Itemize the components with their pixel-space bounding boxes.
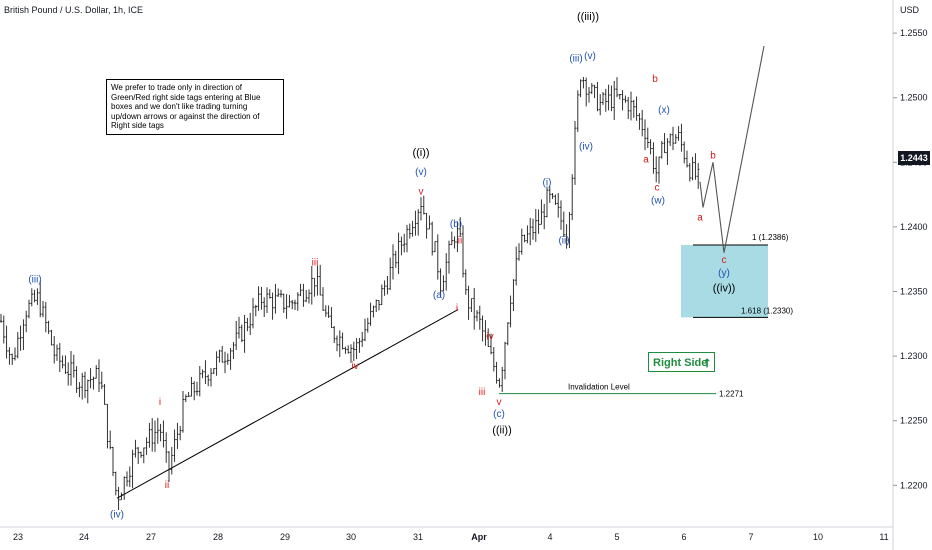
currency-label: USD [900,5,920,15]
invalidation-value: 1.2271 [719,390,744,399]
x-tick-label: 30 [346,532,356,542]
wave-label: (v) [415,167,427,178]
wave-label: (v) [584,51,596,62]
wave-label: i [159,397,161,408]
wave-label: i [456,303,458,314]
wave-label: (a) [433,290,445,301]
right-side-label: Right Side [653,357,708,369]
wave-label: b [710,150,716,161]
wave-label: (w) [651,196,665,207]
blue-target-box [681,244,768,318]
projection-path [699,45,765,253]
wave-label: iii [479,387,486,398]
wave-label: ii [458,236,462,247]
invalidation-label: Invalidation Level [568,383,630,392]
x-tick-label: 24 [79,532,89,542]
trading-note: We prefer to trade only in direction of … [106,79,284,135]
wave-label: c [655,183,660,194]
wave-label: (b) [450,219,462,230]
wave-label: (ii) [558,236,569,247]
wave-label: ((ii)) [492,425,512,437]
wave-label: a [697,212,703,223]
wave-label: (iii) [569,54,582,65]
wave-label: (iv) [110,510,124,521]
x-tick-label: 6 [681,532,686,542]
wave-label: (iv) [579,141,593,152]
y-tick-label: 1.2500 [900,93,928,103]
x-tick-label: 4 [547,532,552,542]
x-tick-label: 23 [13,532,23,542]
y-tick-label: 1.2550 [900,28,928,38]
wave-label: (x) [658,105,670,116]
x-tick-label: 29 [280,532,290,542]
x-tick-label: Apr [471,532,487,542]
wave-label: iii [312,258,319,269]
wave-label: (iii) [28,274,41,285]
wave-label: c [722,255,727,266]
x-tick-label: 11 [879,532,888,542]
fib-1-label: 1 (1.2386) [752,233,789,242]
wave-label: b [652,74,658,85]
x-tick-label: 5 [614,532,619,542]
x-tick-label: 31 [413,532,423,542]
x-tick-label: 10 [813,532,823,542]
wave-label: a [643,154,649,165]
trend-line [116,309,459,499]
wave-label: v [497,397,502,408]
wave-label: iv [351,361,358,372]
wave-label: (y) [718,268,730,279]
x-tick-label: 27 [146,532,156,542]
y-tick-label: 1.2350 [900,287,928,297]
fib-1618-label: 1.618 (1.2330) [741,306,793,315]
x-tick-label: 28 [213,532,223,542]
wave-label: ((iii)) [577,11,599,23]
current-price-tag: 1.2443 [898,151,930,165]
wave-label: ii [165,480,169,491]
wave-label: ((iv)) [713,283,736,295]
wave-label: v [419,187,424,198]
x-tick-label: 7 [748,532,753,542]
symbol-title: British Pound / U.S. Dollar, 1h, ICE [4,5,144,15]
wave-label: (i) [543,178,552,189]
y-tick-label: 1.2300 [900,351,928,361]
wave-label: (c) [493,409,505,420]
right-side-badge: Right Side ⭡ [648,352,715,372]
y-tick-label: 1.2400 [900,222,928,232]
y-tick-label: 1.2200 [900,480,928,490]
y-tick-label: 1.2250 [900,416,928,426]
wave-label: ((i)) [412,147,429,159]
up-arrow-icon: ⭡ [704,356,710,370]
wave-label: iv [486,331,493,342]
